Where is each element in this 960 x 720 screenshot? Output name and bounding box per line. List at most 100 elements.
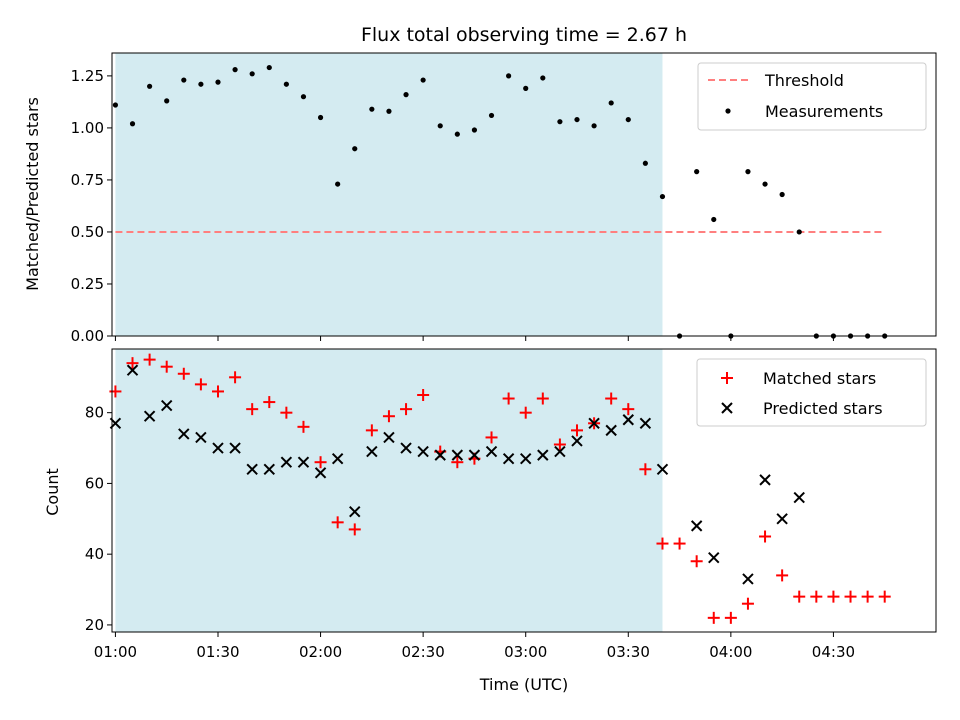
- measurement-point: [129, 121, 136, 127]
- measurement-point: [317, 114, 324, 121]
- predicted-star-point: [126, 364, 139, 376]
- matched-star-point: [776, 569, 789, 582]
- matched-star-point: [519, 406, 532, 419]
- x-tick-label: 03:00: [504, 643, 547, 661]
- measurement-point: [591, 123, 597, 129]
- matched-star-point: [211, 385, 224, 398]
- measurement-point: [437, 123, 443, 129]
- predicted-star-point: [571, 435, 583, 447]
- matched-star-point: [707, 611, 720, 624]
- measurement-point: [471, 127, 478, 133]
- measurement-point: [215, 79, 221, 85]
- x-tick-label: 01:30: [196, 643, 239, 661]
- matched-star-point: [622, 403, 635, 416]
- predicted-stars-points: [109, 364, 805, 585]
- predicted-star-point: [742, 573, 754, 585]
- chart-title: Flux total observing time = 2.67 h: [361, 24, 687, 46]
- matched-star-point: [536, 392, 549, 405]
- matched-star-point: [741, 597, 754, 610]
- predicted-star-point: [366, 445, 378, 458]
- measurement-point: [608, 100, 614, 106]
- matched-star-point: [280, 406, 293, 419]
- matched-star-point: [553, 438, 566, 451]
- matched-star-point: [656, 537, 669, 550]
- matched-star-point: [639, 463, 652, 476]
- matched-star-point: [793, 590, 806, 603]
- matched-star-point: [177, 367, 190, 380]
- measurement-point: [779, 191, 785, 198]
- predicted-star-point: [280, 456, 293, 468]
- predicted-star-point: [349, 506, 361, 518]
- measurement-point: [386, 108, 392, 114]
- predicted-star-point: [297, 456, 310, 468]
- predicted-star-point: [451, 449, 464, 461]
- measurement-point: [557, 119, 563, 125]
- predicted-star-point: [417, 445, 429, 458]
- matched-star-point: [160, 360, 173, 373]
- measurement-point: [454, 131, 460, 137]
- bottom-axes-frame: [111, 348, 937, 633]
- top-measurement-points: [112, 64, 888, 339]
- measurement-point: [112, 102, 119, 108]
- top-y-axis-label: Matched/Predicted stars: [23, 97, 42, 291]
- measurement-point: [762, 181, 768, 187]
- predicted-star-point: [537, 449, 549, 461]
- matched-star-point: [109, 385, 122, 398]
- measurement-point: [335, 181, 341, 187]
- matched-star-point: [861, 590, 874, 603]
- predicted-star-point: [143, 410, 156, 422]
- legend-predicted-label: Predicted stars: [763, 399, 883, 418]
- matched-star-point: [673, 537, 686, 550]
- predicted-star-point: [195, 431, 207, 444]
- matched-star-point: [690, 555, 703, 568]
- legend-predicted-swatch: [721, 402, 733, 414]
- top-shaded-span: [115, 53, 663, 336]
- measurement-point: [506, 73, 512, 79]
- measurement-point: [420, 77, 426, 83]
- predicted-star-point: [759, 474, 771, 486]
- measurement-point: [352, 146, 358, 152]
- y-tick-label: 80: [85, 404, 104, 422]
- measurement-point: [694, 169, 700, 175]
- matched-star-point: [365, 424, 378, 437]
- x-tick-label: 02:30: [402, 643, 445, 661]
- matched-star-point: [194, 378, 207, 391]
- predicted-star-point: [656, 463, 669, 475]
- matched-star-point: [570, 424, 583, 437]
- measurement-point: [711, 216, 717, 223]
- predicted-star-point: [554, 445, 566, 458]
- measurement-point: [540, 75, 546, 81]
- matched-star-point: [382, 410, 395, 423]
- measurement-point: [232, 67, 238, 73]
- top-panel: 0.00 0.25 0.50 0.75 1.00 1.25 Flux total obse…: [23, 24, 937, 345]
- y-tick-label: 1.25: [71, 67, 104, 85]
- predicted-star-point: [708, 552, 720, 564]
- measurement-point: [403, 92, 409, 98]
- matched-star-point: [759, 530, 772, 543]
- bottom-y-ticks: 20 40 60 80: [85, 404, 112, 634]
- matched-star-point: [143, 353, 156, 366]
- measurement-point: [369, 106, 375, 112]
- predicted-star-point: [520, 452, 532, 465]
- top-legend: Threshold Measurements: [697, 62, 927, 131]
- predicted-star-point: [468, 449, 481, 461]
- bottom-shaded-span: [115, 349, 663, 632]
- measurement-point: [300, 94, 307, 100]
- matched-star-point: [297, 420, 310, 433]
- bottom-y-axis-label: Count: [43, 468, 62, 516]
- measurement-point: [249, 71, 255, 77]
- predicted-star-point: [160, 399, 173, 412]
- x-axis-label: Time (UTC): [479, 675, 568, 694]
- y-tick-label: 0.50: [71, 223, 104, 241]
- matched-star-point: [485, 431, 498, 444]
- y-tick-label: 0.75: [71, 171, 104, 189]
- matched-star-point: [810, 590, 823, 603]
- legend-matched-swatch: [721, 372, 733, 384]
- top-y-ticks: 0.00 0.25 0.50 0.75 1.00 1.25: [71, 67, 112, 345]
- matched-star-point: [400, 403, 413, 416]
- legend-matched-label: Matched stars: [763, 369, 876, 388]
- predicted-star-point: [400, 442, 412, 454]
- matched-star-point: [724, 611, 737, 624]
- measurement-point: [283, 81, 289, 87]
